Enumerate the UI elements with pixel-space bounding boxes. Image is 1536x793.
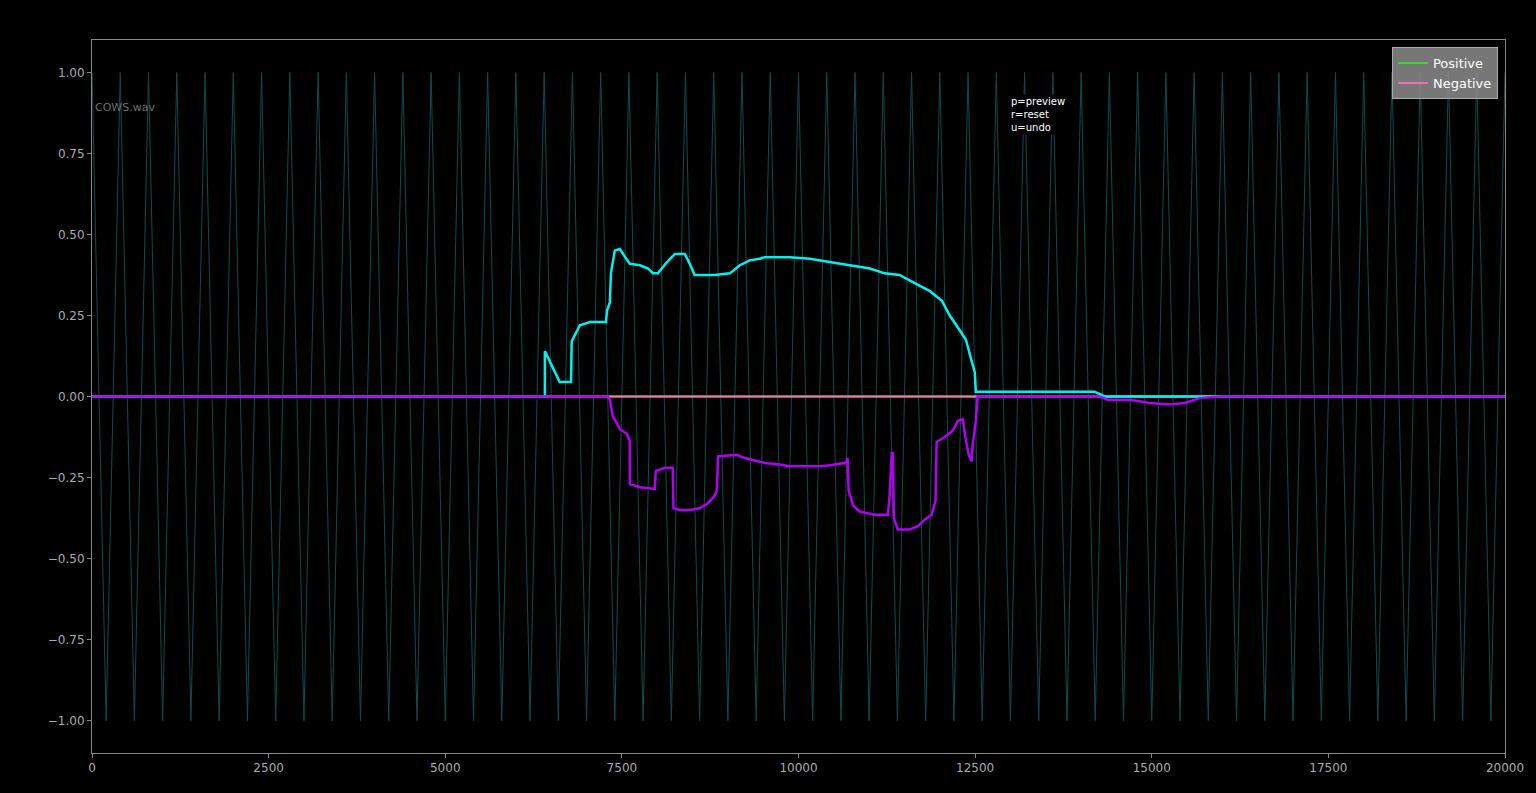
svg-text:COWS.wav: COWS.wav bbox=[95, 101, 155, 114]
svg-text:12500: 12500 bbox=[956, 761, 994, 775]
svg-text:2500: 2500 bbox=[253, 761, 284, 775]
svg-text:−0.50: −0.50 bbox=[48, 552, 85, 566]
svg-text:−1.00: −1.00 bbox=[48, 714, 85, 728]
svg-text:0.00: 0.00 bbox=[58, 390, 85, 404]
svg-text:p=previewr=resetu=undo: p=previewr=resetu=undo bbox=[1011, 96, 1065, 133]
svg-text:0.25: 0.25 bbox=[58, 309, 85, 323]
svg-text:5000: 5000 bbox=[430, 761, 461, 775]
svg-text:17500: 17500 bbox=[1309, 761, 1347, 775]
svg-text:0.75: 0.75 bbox=[58, 147, 85, 161]
svg-text:20000: 20000 bbox=[1486, 761, 1524, 775]
svg-text:7500: 7500 bbox=[607, 761, 638, 775]
svg-text:Positive: Positive bbox=[1433, 56, 1483, 71]
svg-text:−0.75: −0.75 bbox=[48, 633, 85, 647]
svg-text:0: 0 bbox=[88, 761, 96, 775]
svg-text:−0.25: −0.25 bbox=[48, 471, 85, 485]
svg-text:10000: 10000 bbox=[779, 761, 817, 775]
svg-text:Negative: Negative bbox=[1433, 76, 1491, 91]
svg-text:15000: 15000 bbox=[1133, 761, 1171, 775]
svg-text:1.00: 1.00 bbox=[58, 66, 85, 80]
svg-text:0.50: 0.50 bbox=[58, 228, 85, 242]
